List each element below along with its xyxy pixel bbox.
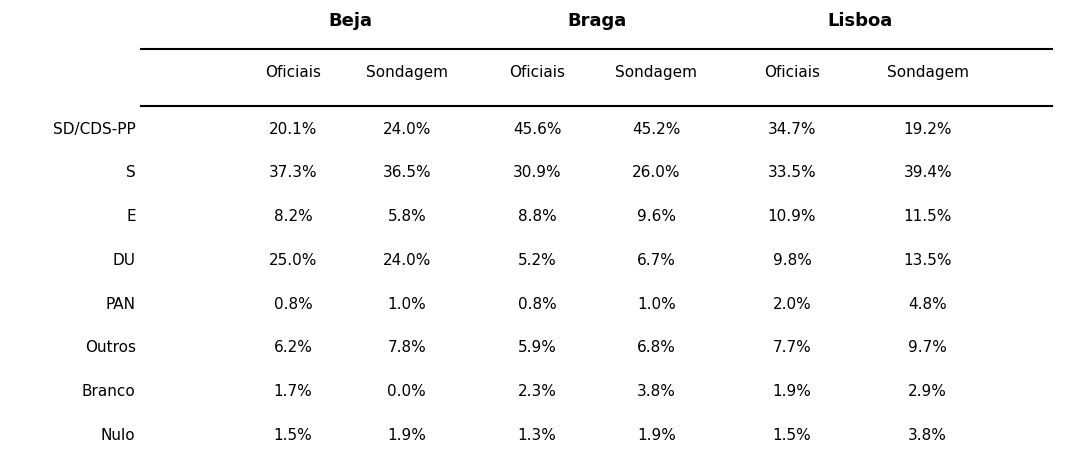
Text: 6.2%: 6.2% xyxy=(273,340,312,355)
Text: 6.7%: 6.7% xyxy=(637,253,676,268)
Text: S: S xyxy=(126,165,136,180)
Text: 1.9%: 1.9% xyxy=(773,384,812,399)
Text: 45.6%: 45.6% xyxy=(513,122,561,137)
Text: 25.0%: 25.0% xyxy=(269,253,317,268)
Text: SD/CDS-PP: SD/CDS-PP xyxy=(53,122,136,137)
Text: 19.2%: 19.2% xyxy=(904,122,952,137)
Text: Sondagem: Sondagem xyxy=(615,65,698,80)
Text: 4.8%: 4.8% xyxy=(908,297,947,312)
Text: 36.5%: 36.5% xyxy=(383,165,431,180)
Text: 34.7%: 34.7% xyxy=(768,122,816,137)
Text: 2.3%: 2.3% xyxy=(518,384,557,399)
Text: 37.3%: 37.3% xyxy=(269,165,317,180)
Text: 7.7%: 7.7% xyxy=(773,340,812,355)
Text: Outros: Outros xyxy=(85,340,136,355)
Text: 1.0%: 1.0% xyxy=(387,297,426,312)
Text: PAN: PAN xyxy=(105,297,136,312)
Text: E: E xyxy=(126,209,136,224)
Text: 9.6%: 9.6% xyxy=(637,209,676,224)
Text: 2.0%: 2.0% xyxy=(773,297,812,312)
Text: 2.9%: 2.9% xyxy=(908,384,947,399)
Text: 3.8%: 3.8% xyxy=(908,428,947,443)
Text: 0.8%: 0.8% xyxy=(518,297,557,312)
Text: Oficiais: Oficiais xyxy=(764,65,820,80)
Text: 1.0%: 1.0% xyxy=(637,297,676,312)
Text: 0.8%: 0.8% xyxy=(273,297,312,312)
Text: 5.2%: 5.2% xyxy=(518,253,557,268)
Text: 24.0%: 24.0% xyxy=(383,253,431,268)
Text: 39.4%: 39.4% xyxy=(904,165,952,180)
Text: 30.9%: 30.9% xyxy=(513,165,561,180)
Text: 13.5%: 13.5% xyxy=(904,253,952,268)
Text: 9.7%: 9.7% xyxy=(908,340,947,355)
Text: Branco: Branco xyxy=(81,384,136,399)
Text: 7.8%: 7.8% xyxy=(387,340,426,355)
Text: 33.5%: 33.5% xyxy=(768,165,816,180)
Text: 24.0%: 24.0% xyxy=(383,122,431,137)
Text: 6.8%: 6.8% xyxy=(637,340,676,355)
Text: Lisboa: Lisboa xyxy=(828,12,893,30)
Text: 10.9%: 10.9% xyxy=(768,209,816,224)
Text: Beja: Beja xyxy=(329,12,372,30)
Text: 0.0%: 0.0% xyxy=(387,384,426,399)
Text: Sondagem: Sondagem xyxy=(886,65,969,80)
Text: DU: DU xyxy=(113,253,136,268)
Text: Oficiais: Oficiais xyxy=(509,65,565,80)
Text: 1.7%: 1.7% xyxy=(273,384,312,399)
Text: 5.9%: 5.9% xyxy=(518,340,557,355)
Text: Nulo: Nulo xyxy=(101,428,136,443)
Text: 3.8%: 3.8% xyxy=(637,384,676,399)
Text: 1.5%: 1.5% xyxy=(273,428,312,443)
Text: Oficiais: Oficiais xyxy=(265,65,321,80)
Text: 1.9%: 1.9% xyxy=(387,428,426,443)
Text: 8.2%: 8.2% xyxy=(273,209,312,224)
Text: 1.9%: 1.9% xyxy=(637,428,676,443)
Text: 8.8%: 8.8% xyxy=(518,209,557,224)
Text: 1.3%: 1.3% xyxy=(518,428,557,443)
Text: Braga: Braga xyxy=(567,12,626,30)
Text: 45.2%: 45.2% xyxy=(633,122,680,137)
Text: 5.8%: 5.8% xyxy=(387,209,426,224)
Text: 11.5%: 11.5% xyxy=(904,209,952,224)
Text: 9.8%: 9.8% xyxy=(773,253,812,268)
Text: 26.0%: 26.0% xyxy=(633,165,680,180)
Text: 1.5%: 1.5% xyxy=(773,428,812,443)
Text: 20.1%: 20.1% xyxy=(269,122,317,137)
Text: Sondagem: Sondagem xyxy=(366,65,448,80)
